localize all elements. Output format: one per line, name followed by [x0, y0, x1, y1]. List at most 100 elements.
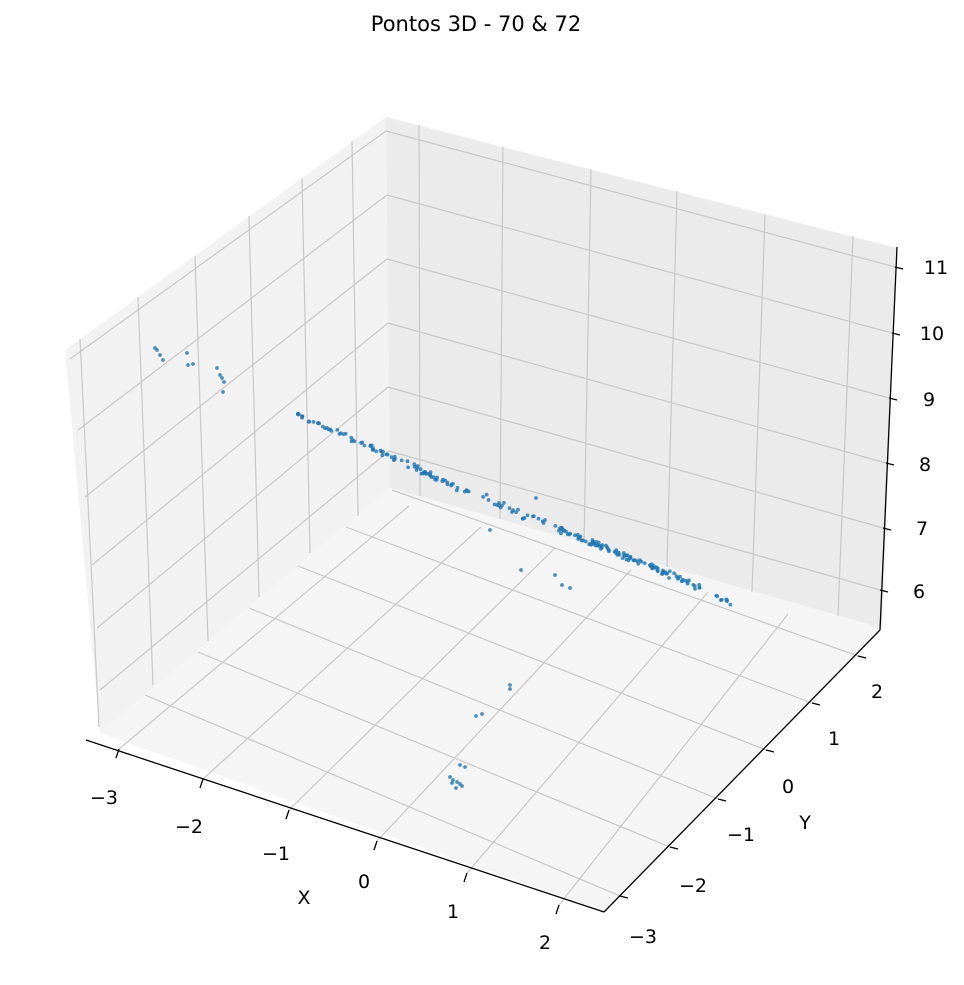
scatter-point: [719, 598, 723, 602]
y-tick-label: 1: [828, 728, 840, 750]
scatter-point: [379, 449, 384, 454]
scatter-point: [370, 447, 375, 452]
scatter-point: [474, 714, 478, 718]
scatter-point: [423, 470, 427, 474]
z-tick-label: 8: [919, 454, 931, 476]
z-tick-label: 6: [913, 581, 925, 603]
scatter-point: [725, 598, 729, 603]
scatter-point: [508, 683, 512, 687]
scatter-point: [155, 348, 159, 352]
scatter-point: [667, 569, 672, 574]
scatter-point: [559, 531, 563, 536]
scatter-point: [502, 501, 506, 505]
scatter-point: [448, 775, 452, 779]
scatter-point: [220, 376, 224, 380]
scatter-point: [337, 432, 342, 436]
scatter-point: [553, 573, 557, 577]
scatter-point: [484, 492, 489, 497]
x-tick-label: 1: [447, 901, 459, 923]
scatter-point: [534, 496, 538, 500]
pane-back-left: [65, 117, 390, 733]
scatter-point: [672, 571, 676, 576]
scatter-point: [450, 781, 454, 785]
scatter-point: [431, 475, 436, 480]
scatter-point: [385, 452, 390, 457]
scatter-point: [638, 558, 642, 563]
scatter-point: [617, 552, 622, 557]
scatter-point: [191, 362, 195, 366]
scatter-point: [335, 428, 340, 432]
scatter-points: [153, 346, 733, 790]
x-axis-line: [85, 739, 605, 913]
scatter-point: [519, 568, 523, 572]
scatter-point: [449, 482, 454, 487]
scatter-point: [329, 428, 334, 433]
scatter-point: [349, 439, 354, 444]
scatter-point: [316, 421, 320, 425]
x-axis-label: X: [297, 887, 310, 909]
z-tick-label: 10: [920, 323, 944, 345]
scatter-point: [451, 778, 455, 782]
x-tick-label: −1: [262, 843, 290, 865]
scatter-point: [380, 453, 385, 458]
scatter-point: [697, 585, 702, 590]
scatter-point: [399, 458, 404, 463]
z-axis-line: [879, 246, 898, 631]
scatter-point: [406, 465, 410, 470]
scatter-point: [661, 568, 665, 573]
scatter-point: [715, 594, 720, 599]
scatter-point: [510, 510, 514, 514]
scatter-point: [454, 786, 458, 790]
x-tick-label: 0: [358, 871, 370, 893]
scatter-point: [531, 514, 535, 519]
scatter-point: [488, 528, 492, 532]
scatter-point: [622, 554, 627, 558]
scatter-point: [486, 498, 491, 502]
scatter-point: [466, 489, 471, 494]
scatter-point: [600, 543, 605, 548]
scatter-point: [311, 420, 316, 424]
pane-floor: [100, 488, 882, 912]
scatter-point: [590, 540, 595, 545]
grid-lines: [69, 124, 896, 906]
scatter-point: [360, 440, 365, 445]
scatter-point: [495, 503, 499, 507]
scatter-point: [728, 602, 733, 607]
scatter-point: [573, 533, 577, 538]
scatter-point: [368, 444, 373, 448]
scatter-point: [628, 555, 633, 560]
scatter-point: [443, 478, 447, 483]
scatter-point: [186, 363, 190, 367]
scatter-point: [667, 576, 671, 580]
scatter-point: [412, 462, 417, 467]
z-tick-label: 7: [916, 518, 928, 540]
z-tick-label: 11: [924, 257, 948, 279]
scatter-point: [462, 489, 467, 494]
scatter-point: [158, 353, 162, 357]
scatter-point: [578, 534, 583, 539]
scatter-point: [458, 763, 462, 767]
scatter-point: [631, 558, 636, 563]
scatter-point: [576, 537, 581, 541]
scatter-point: [607, 549, 611, 554]
z-tick-label: 9: [923, 389, 935, 411]
scatter-point: [541, 521, 546, 525]
scatter-point: [560, 583, 564, 587]
y-axis-label: Y: [798, 812, 811, 834]
y-tick-label: −1: [727, 824, 755, 846]
scatter-point: [693, 587, 697, 591]
scatter-point: [405, 459, 410, 464]
scatter-point: [674, 574, 679, 579]
scatter-point: [648, 564, 653, 569]
scatter-point: [296, 411, 300, 416]
scatter-point: [521, 516, 526, 521]
scatter-point: [507, 506, 512, 511]
scatter-point: [374, 449, 378, 454]
scatter-point: [215, 366, 219, 370]
scatter-point: [553, 524, 558, 528]
x-tick-label: −3: [90, 787, 118, 809]
scatter-point: [343, 431, 348, 436]
scatter-point: [568, 586, 572, 590]
scatter-point: [481, 495, 485, 499]
